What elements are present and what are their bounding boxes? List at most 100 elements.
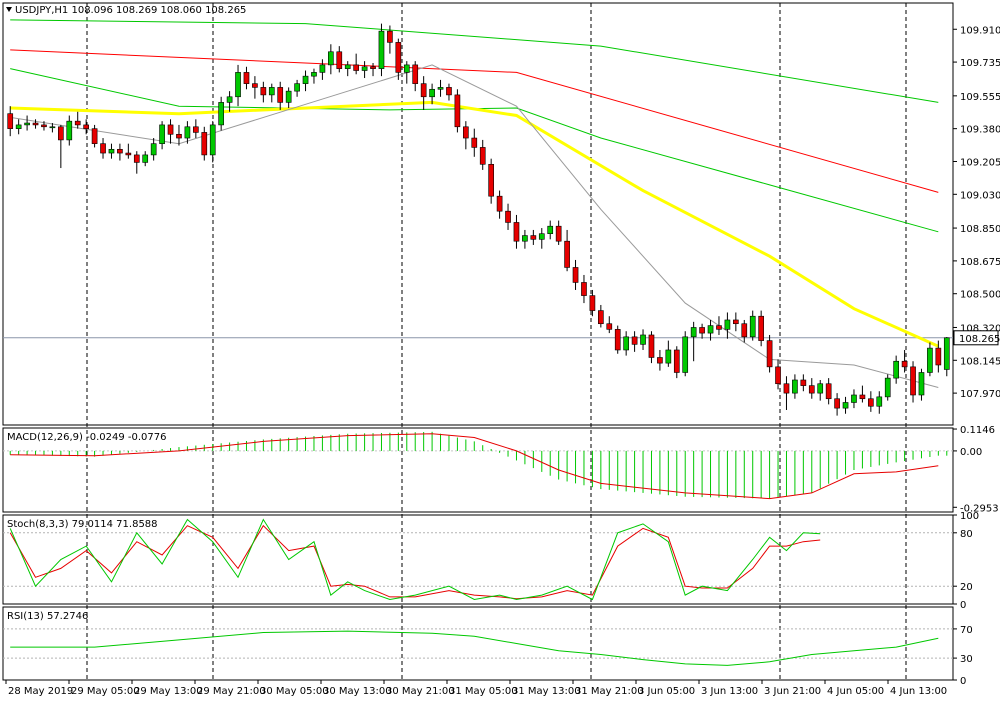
price-tick-label: 109.735 bbox=[960, 58, 1000, 69]
price-tick-label: 108.320 bbox=[960, 323, 1000, 334]
candle-body bbox=[657, 357, 663, 364]
time-tick-label: 3 Jun 21:00 bbox=[764, 686, 821, 697]
time-tick-label: 31 May 05:00 bbox=[449, 686, 518, 697]
candle bbox=[775, 359, 781, 390]
candle bbox=[766, 334, 773, 373]
candle-body bbox=[859, 394, 866, 400]
candle bbox=[943, 337, 950, 377]
candle-body bbox=[783, 383, 790, 394]
candle bbox=[344, 61, 351, 77]
candle-body bbox=[716, 325, 722, 330]
candle-body bbox=[150, 143, 157, 156]
candle-body bbox=[522, 235, 528, 242]
candle-body bbox=[184, 126, 191, 139]
moving-average-4 bbox=[10, 64, 939, 388]
candle bbox=[716, 316, 722, 335]
candle bbox=[319, 59, 326, 80]
candle-body bbox=[167, 124, 174, 135]
candle bbox=[361, 61, 368, 79]
candle-body bbox=[648, 334, 655, 358]
candle-body bbox=[420, 83, 427, 98]
candle-body bbox=[479, 147, 486, 165]
candle-body bbox=[429, 88, 435, 98]
candle-body bbox=[910, 366, 916, 396]
candle-body bbox=[699, 327, 705, 334]
candle-body bbox=[572, 267, 579, 283]
candle bbox=[522, 229, 528, 249]
candle-body bbox=[201, 132, 208, 156]
candle bbox=[184, 121, 191, 144]
candle bbox=[41, 121, 47, 131]
candle bbox=[851, 389, 857, 409]
candle-body bbox=[302, 75, 309, 84]
candle-body bbox=[868, 398, 874, 407]
candle bbox=[581, 274, 587, 304]
candle bbox=[387, 25, 393, 54]
time-tick-label: 4 Jun 05:00 bbox=[827, 686, 884, 697]
candle bbox=[15, 119, 22, 135]
candle bbox=[800, 374, 807, 392]
candle bbox=[176, 124, 182, 146]
price-tick-label: 108.145 bbox=[960, 356, 1000, 367]
candle-body bbox=[758, 315, 764, 341]
candle-body bbox=[58, 126, 64, 141]
candle bbox=[657, 349, 663, 371]
candle bbox=[699, 323, 705, 339]
candle bbox=[792, 374, 798, 399]
time-tick-label: 29 May 05:00 bbox=[71, 686, 140, 697]
candle-body bbox=[117, 148, 123, 154]
candle bbox=[505, 203, 511, 230]
candle bbox=[868, 391, 874, 412]
candle-body bbox=[884, 377, 891, 398]
candle bbox=[108, 143, 115, 159]
candle-body bbox=[226, 96, 233, 103]
candle-body bbox=[209, 124, 216, 156]
candle bbox=[74, 111, 81, 129]
price-tick-label: 108.500 bbox=[960, 290, 1000, 301]
candle bbox=[589, 289, 596, 317]
candle bbox=[209, 121, 216, 163]
candle bbox=[49, 123, 56, 133]
candle-body bbox=[640, 334, 646, 345]
candle-body bbox=[49, 126, 56, 129]
candle-body bbox=[294, 83, 300, 92]
candle bbox=[285, 87, 292, 109]
candle bbox=[446, 83, 452, 101]
candle bbox=[530, 229, 537, 245]
candle-body bbox=[513, 222, 520, 242]
candle bbox=[117, 143, 123, 161]
candle-body bbox=[741, 323, 748, 338]
candle bbox=[167, 119, 174, 144]
candle-body bbox=[319, 64, 326, 73]
candle bbox=[758, 310, 764, 347]
candle-body bbox=[555, 225, 562, 242]
candle bbox=[665, 340, 672, 367]
candle-body bbox=[598, 310, 604, 325]
candle-body bbox=[15, 124, 22, 129]
candle bbox=[640, 329, 646, 350]
candle bbox=[682, 331, 689, 377]
candle-body bbox=[403, 64, 410, 73]
candle bbox=[623, 331, 629, 356]
candle bbox=[724, 312, 731, 339]
candle-body bbox=[749, 315, 756, 338]
candle-body bbox=[614, 329, 621, 351]
candle bbox=[336, 46, 343, 73]
time-tick-label: 30 May 21:00 bbox=[386, 686, 455, 697]
rsi-panel-frame bbox=[2, 606, 954, 681]
candle bbox=[463, 121, 469, 150]
candle-body bbox=[24, 122, 30, 126]
candle-body bbox=[589, 295, 596, 311]
candle-body bbox=[581, 282, 587, 296]
time-tick-label: 4 Jun 13:00 bbox=[890, 686, 947, 697]
candle bbox=[513, 214, 520, 249]
candle bbox=[252, 76, 258, 99]
candle-body bbox=[100, 143, 106, 154]
candle bbox=[437, 79, 444, 97]
candle bbox=[918, 368, 925, 401]
candle bbox=[133, 151, 140, 174]
macd-signal-line bbox=[10, 433, 939, 500]
candle-body bbox=[370, 66, 376, 69]
